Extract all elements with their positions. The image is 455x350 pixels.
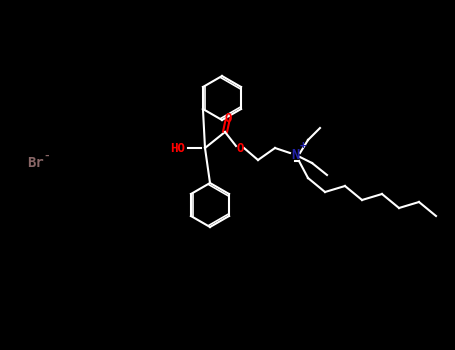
Text: N: N bbox=[291, 148, 299, 162]
Text: -: - bbox=[44, 151, 51, 161]
Text: HO: HO bbox=[171, 141, 186, 154]
Text: O: O bbox=[236, 141, 244, 154]
Text: Br: Br bbox=[27, 156, 43, 170]
Text: O: O bbox=[224, 112, 232, 125]
Text: +: + bbox=[300, 140, 306, 150]
